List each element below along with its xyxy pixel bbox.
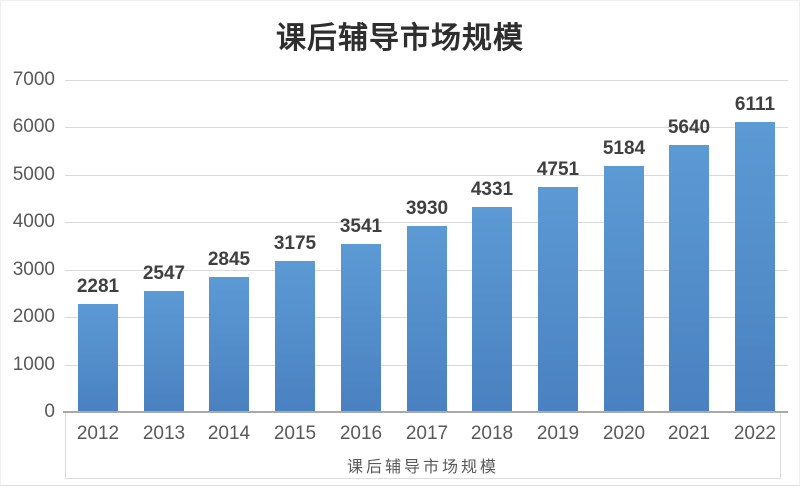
x-axis-tick-label: 2014 [207, 423, 251, 444]
x-axis-tick-label: 2017 [405, 423, 449, 444]
bar-value-label: 5640 [667, 117, 711, 138]
bar-value-label: 2845 [207, 249, 251, 270]
y-gridline [65, 175, 788, 176]
y-axis-tick-label: 7000 [12, 69, 55, 90]
y-axis-tick-label: 0 [44, 401, 55, 422]
chart-title: 课后辅导市场规模 [276, 22, 524, 55]
y-axis-tick-label: 3000 [12, 259, 55, 280]
bar-value-label: 4331 [470, 179, 514, 200]
bar [275, 261, 315, 412]
x-axis-tick-label: 2021 [667, 423, 711, 444]
y-axis-tick-label: 1000 [12, 354, 55, 375]
x-axis-tick-label: 2022 [733, 423, 777, 444]
x-axis-tick-label: 2012 [76, 423, 120, 444]
bar-value-label: 6111 [734, 94, 776, 115]
y-axis-tick-label: 6000 [12, 116, 55, 137]
bar [735, 122, 775, 412]
bar [209, 277, 249, 412]
y-gridline [65, 222, 788, 223]
bar-value-label: 2547 [142, 263, 186, 284]
x-axis-box [65, 413, 781, 479]
bar-value-label: 3175 [273, 233, 317, 254]
x-axis-line [63, 411, 788, 413]
bar [78, 304, 118, 412]
bar [341, 244, 381, 412]
bar [472, 207, 512, 412]
x-axis-tick-label: 2020 [602, 423, 646, 444]
bar-value-label: 2281 [76, 276, 120, 297]
bar-value-label: 5184 [602, 138, 646, 159]
x-axis-tick-label: 2013 [142, 423, 186, 444]
bar-value-label: 4751 [536, 159, 580, 180]
y-axis-tick-label: 4000 [12, 211, 55, 232]
y-axis-tick-label: 2000 [12, 306, 55, 327]
bar [144, 291, 184, 412]
x-axis-title: 课后辅导市场规模 [346, 459, 499, 476]
bar [669, 145, 709, 412]
y-gridline [65, 80, 788, 81]
y-axis-tick-label: 5000 [12, 164, 55, 185]
bar [407, 226, 447, 412]
y-gridline [65, 127, 788, 128]
bar-value-label: 3930 [405, 198, 449, 219]
bar [538, 187, 578, 412]
bar [604, 166, 644, 412]
x-axis-tick-label: 2016 [339, 423, 383, 444]
x-axis-tick-label: 2015 [273, 423, 317, 444]
bar-value-label: 3541 [339, 216, 383, 237]
x-axis-tick-label: 2019 [536, 423, 580, 444]
x-axis-tick-label: 2018 [470, 423, 514, 444]
